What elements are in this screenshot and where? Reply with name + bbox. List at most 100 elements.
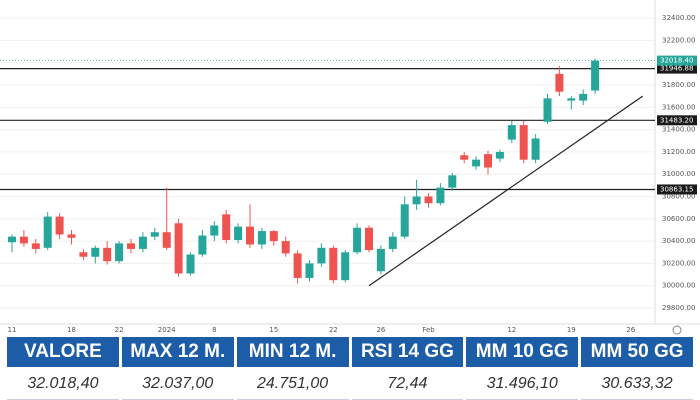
level-label-box <box>657 115 697 126</box>
x-tick-label: 22 <box>329 326 338 334</box>
candle-body <box>567 98 576 101</box>
candle-body <box>31 243 40 249</box>
candle-body <box>317 247 326 264</box>
candle-body <box>579 93 588 101</box>
table-header: RSI 14 GG <box>351 337 464 367</box>
y-tick-label: 29800.00 <box>662 304 695 312</box>
candle-body <box>519 125 528 160</box>
candle-body <box>388 236 397 249</box>
candle-body <box>341 252 350 281</box>
x-tick-label: 18 <box>67 326 76 334</box>
y-tick-label: 30000.00 <box>662 282 695 290</box>
candle-body <box>103 247 112 262</box>
candle-body <box>67 234 76 238</box>
y-tick-label: 31800.00 <box>662 81 695 89</box>
candle-body <box>412 196 421 205</box>
table-header: VALORE <box>7 337 119 367</box>
table-header: MM 10 GG <box>466 337 579 367</box>
candle-body <box>555 73 564 92</box>
candle-body <box>186 254 195 274</box>
y-tick-label: 30200.00 <box>662 259 695 267</box>
candle-body <box>234 226 243 241</box>
candle-body <box>543 98 552 122</box>
settings-icon[interactable] <box>672 325 682 335</box>
candle-body <box>257 231 266 245</box>
table-value: 32.037,00 <box>121 369 234 400</box>
table-value: 72,44 <box>351 369 464 400</box>
candle-body <box>293 253 302 278</box>
y-tick-label: 31000.00 <box>662 170 695 178</box>
table-value: 30.633,32 <box>581 369 693 400</box>
candle-body <box>150 232 159 237</box>
candle-body <box>198 235 207 255</box>
table-header: MIN 12 M. <box>236 337 349 367</box>
candle-body <box>353 227 362 253</box>
level-label: 30863.15 <box>660 185 693 193</box>
candle-body <box>400 204 409 237</box>
x-tick-label: 19 <box>567 326 576 334</box>
x-tick-label: 8 <box>212 326 216 334</box>
table-value: 32.018,40 <box>7 369 119 400</box>
candle-body <box>365 227 373 251</box>
candle-body <box>222 214 231 241</box>
level-label-box <box>657 63 697 74</box>
stats-table: VALORE MAX 12 M. MIN 12 M. RSI 14 GG MM 10 G… <box>7 337 693 400</box>
candle-body <box>127 243 135 249</box>
candle-body <box>448 175 457 188</box>
x-tick-label: 26 <box>626 326 635 334</box>
candle-body <box>495 151 504 159</box>
table-header: MM 50 GG <box>581 337 693 367</box>
candle-body <box>79 252 88 257</box>
candle-body <box>174 223 183 274</box>
y-tick-label: 32200.00 <box>662 36 695 44</box>
candle-body <box>376 248 385 272</box>
x-tick-label: 15 <box>269 326 278 334</box>
candle-body <box>507 125 516 140</box>
candle-body <box>55 216 64 235</box>
candle-body <box>8 236 16 243</box>
x-tick-label: 22 <box>115 326 124 334</box>
candle-body <box>531 138 540 160</box>
y-tick-label: 31600.00 <box>662 103 695 111</box>
candle-body <box>43 216 52 248</box>
x-tick-label: 11 <box>8 326 17 334</box>
candle-body <box>246 226 254 245</box>
x-tick-label: 26 <box>376 326 385 334</box>
candle-body <box>269 231 278 242</box>
x-tick-label: 12 <box>507 326 516 334</box>
level-label: 31483.20 <box>660 116 693 124</box>
candle-body <box>472 159 481 167</box>
trendline <box>368 95 644 287</box>
y-tick-label: 31400.00 <box>662 126 695 134</box>
table-value: 31.496,10 <box>466 369 579 400</box>
y-tick-label: 31200.00 <box>662 148 695 156</box>
candle-body <box>329 247 338 281</box>
candle-body <box>436 187 445 204</box>
last-price-box <box>657 55 697 66</box>
candle-body <box>115 243 124 262</box>
chart: 29800.00 30000.00 30200.00 30400.00 30600.00… <box>0 0 700 335</box>
candle-body <box>305 263 314 278</box>
last-price-label: 32018.40 <box>660 57 693 65</box>
candle-body <box>91 247 100 257</box>
y-tick-label: 32400.00 <box>662 14 695 22</box>
x-tick-label: Feb <box>422 326 435 334</box>
candle-body <box>138 236 147 249</box>
candle-body <box>424 196 433 204</box>
candle-body <box>210 225 219 236</box>
candle-body <box>460 155 469 160</box>
candle-body <box>591 60 600 91</box>
table-header: MAX 12 M. <box>121 337 234 367</box>
candle-body <box>19 236 28 244</box>
y-tick-label: 30600.00 <box>662 215 695 223</box>
x-tick-label: 2024 <box>158 326 176 334</box>
level-label-box <box>657 184 697 195</box>
candle-body <box>484 154 492 168</box>
y-tick-label: 30400.00 <box>662 237 695 245</box>
y-tick-label: 30800.00 <box>662 193 695 201</box>
level-label: 31946.88 <box>660 65 693 73</box>
table-value: 24.751,00 <box>236 369 349 400</box>
candle-body <box>281 241 290 254</box>
candle-body <box>162 232 171 248</box>
